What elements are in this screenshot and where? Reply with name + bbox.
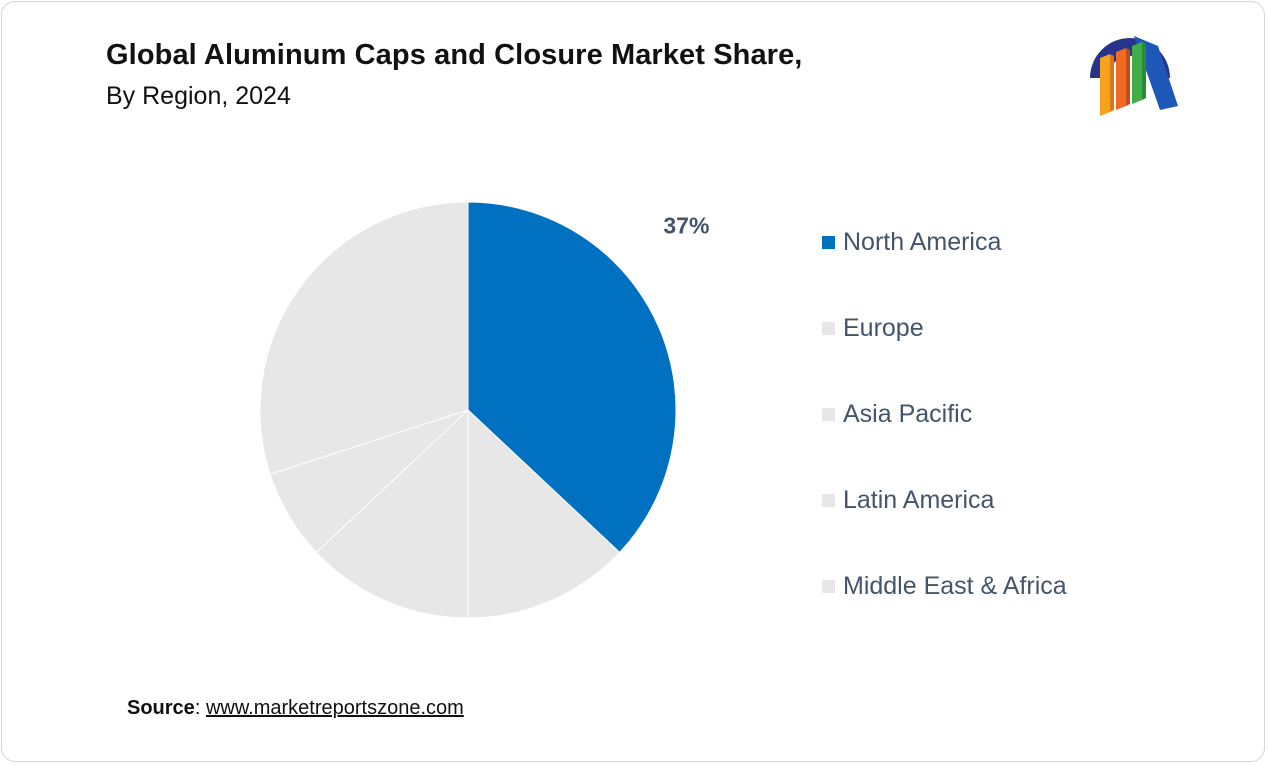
source-link[interactable]: www.marketreportszone.com (205, 697, 464, 719)
market-reports-zone-logo-icon (1090, 36, 1178, 116)
source-separator: : (194, 697, 206, 719)
legend-item: Latin America (822, 478, 994, 522)
pie-slice-asia-pacific (315, 408, 469, 619)
pie-chart: 37% (259, 201, 709, 619)
legend-swatch (822, 493, 835, 507)
legend-label: Latin America (843, 485, 995, 514)
pie-slice-north-america (467, 201, 677, 554)
source-key: Source (127, 697, 195, 719)
legend-item: Asia Pacific (822, 392, 972, 436)
legend-label: Asia Pacific (843, 399, 973, 428)
pie-slice-middle-east-africa (259, 201, 469, 475)
legend-item: North America (822, 220, 1001, 264)
legend-item: Middle East & Africa (822, 564, 1067, 608)
pie-slice-europe (467, 408, 621, 619)
pie-slice-label: 37% (663, 213, 709, 239)
chart-title: Global Aluminum Caps and Closure Market … (106, 39, 803, 71)
legend-label: Middle East & Africa (843, 571, 1067, 600)
legend-label: Europe (843, 313, 924, 342)
legend-label: North America (843, 227, 1002, 256)
chart-subtitle: By Region, 2024 (106, 82, 291, 110)
legend-swatch (822, 321, 835, 335)
legend-swatch (822, 579, 835, 593)
legend-swatch (822, 407, 835, 421)
source-note: Source: www.marketreportszone.com (127, 697, 464, 720)
legend-swatch (822, 235, 835, 249)
legend-item: Europe (822, 306, 924, 350)
